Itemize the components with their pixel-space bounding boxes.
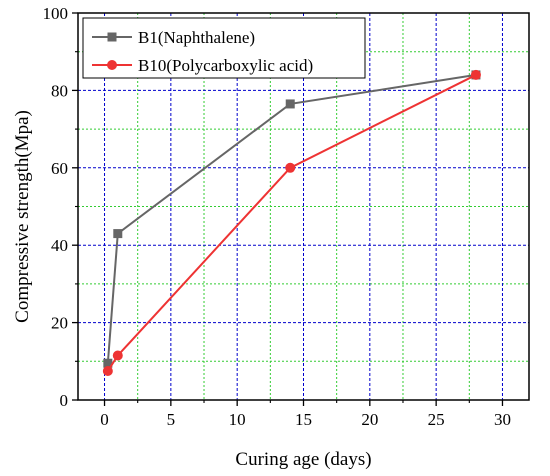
legend-label-b1: B1(Naphthalene) — [138, 28, 255, 47]
legend-marker-square — [107, 32, 117, 42]
y-tick-label: 100 — [43, 4, 69, 23]
legend-item-b10: B10(Polycarboxylic acid) — [92, 56, 313, 75]
data-point-square — [103, 358, 113, 368]
axis-ticks — [72, 12, 504, 406]
series-line-b1 — [106, 73, 477, 364]
legend-marker-circle — [107, 60, 117, 70]
legend-label-b10: B10(Polycarboxylic acid) — [138, 56, 313, 75]
data-point-square — [285, 99, 295, 109]
legend-box — [82, 17, 366, 79]
data-point-square — [113, 229, 123, 239]
y-tick-label: 20 — [51, 314, 68, 333]
y-tick-label: 60 — [51, 159, 68, 178]
tick-labels: 0 5 10 15 20 25 30 0 20 40 60 80 100 — [43, 4, 511, 429]
data-point-circle — [470, 69, 481, 80]
y-tick-label: 80 — [51, 81, 68, 100]
x-tick-label: 0 — [100, 410, 109, 429]
x-tick-label: 10 — [229, 410, 246, 429]
legend-item-b1: B1(Naphthalene) — [92, 28, 255, 47]
x-tick-label: 20 — [361, 410, 378, 429]
x-axis-label: Curing age (days) — [235, 449, 371, 470]
series-layer — [102, 69, 481, 376]
x-tick-label: 25 — [428, 410, 445, 429]
data-point-circle — [102, 365, 113, 376]
y-tick-label: 40 — [51, 236, 68, 255]
x-tick-label: 5 — [167, 410, 176, 429]
x-tick-label: 30 — [494, 410, 511, 429]
data-point-circle — [112, 350, 123, 361]
series-line-b10 — [107, 74, 477, 372]
y-tick-label: 0 — [60, 391, 69, 410]
data-point-circle — [285, 162, 296, 173]
legend: B1(Naphthalene) B10(Polycarboxylic acid) — [82, 17, 366, 79]
y-axis-label: Compressive strength(Mpa) — [12, 110, 33, 323]
x-tick-label: 15 — [295, 410, 312, 429]
major-grid — [78, 13, 529, 400]
